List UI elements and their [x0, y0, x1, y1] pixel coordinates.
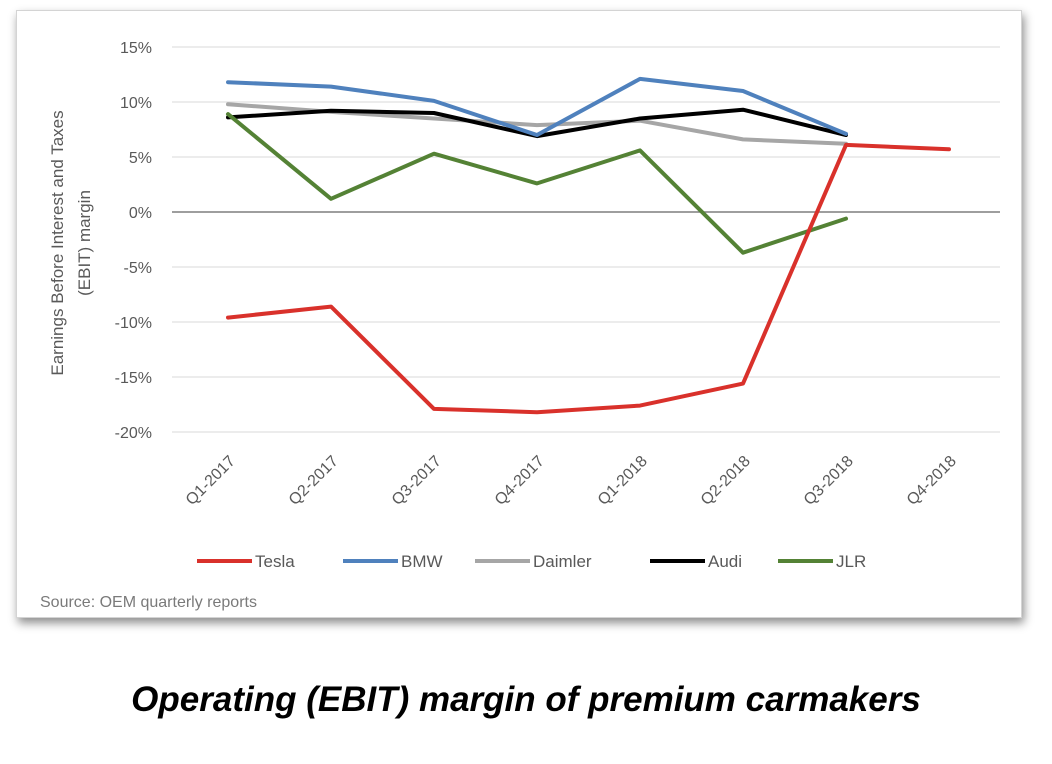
y-tick-label: 5% [129, 150, 152, 167]
x-tick-label: Q3-2018 [801, 453, 857, 509]
y-axis-label-line: Earnings Before Interest and Taxes [48, 110, 67, 375]
y-tick-label: -15% [115, 370, 152, 387]
x-axis-ticks: Q1-2017 Q2-2017 Q3-2017 Q4-2017 Q1-2018 Q2-20… [183, 453, 960, 509]
y-axis-ticks: 15% 10% 5% 0% -5% -10% -15% -20% [115, 40, 152, 442]
figure-caption: Operating (EBIT) margin of premium carma… [131, 680, 921, 719]
y-tick-label: -10% [115, 315, 152, 332]
y-axis-label: Earnings Before Interest and Taxes (EBIT)… [48, 110, 94, 375]
y-tick-label: 10% [120, 95, 152, 112]
y-axis-label-line: (EBIT) margin [75, 190, 94, 296]
gridlines [172, 46, 1000, 433]
series-line-bmw [226, 76, 848, 137]
series-line-jlr [226, 112, 848, 255]
y-tick-label: -5% [124, 260, 152, 277]
chart-frame [16, 10, 1022, 618]
source-note: Source: OEM quarterly reports [40, 594, 257, 611]
series-line-tesla [226, 142, 951, 415]
legend: Tesla BMW Daimler Audi JLR [197, 552, 866, 571]
x-tick-label: Q3-2017 [389, 453, 445, 509]
series-line-audi [226, 107, 848, 139]
y-tick-label: 15% [120, 40, 152, 57]
chart: 15% 10% 5% 0% -5% -10% -15% -20% Q1-2017 Q2-2017… [40, 40, 1000, 611]
series-lines [226, 76, 951, 415]
legend-label-daimler: Daimler [533, 552, 592, 571]
x-tick-label: Q1-2017 [183, 453, 239, 509]
legend-label-bmw: BMW [401, 552, 443, 571]
x-tick-label: Q4-2018 [904, 453, 960, 509]
legend-label-jlr: JLR [836, 552, 866, 571]
legend-label-tesla: Tesla [255, 552, 295, 571]
x-tick-label: Q2-2017 [286, 453, 342, 509]
y-tick-label: -20% [115, 425, 152, 442]
legend-label-audi: Audi [708, 552, 742, 571]
x-tick-label: Q2-2018 [698, 453, 754, 509]
y-tick-label: 0% [129, 205, 152, 222]
x-tick-label: Q1-2018 [595, 453, 651, 509]
x-tick-label: Q4-2017 [492, 453, 548, 509]
